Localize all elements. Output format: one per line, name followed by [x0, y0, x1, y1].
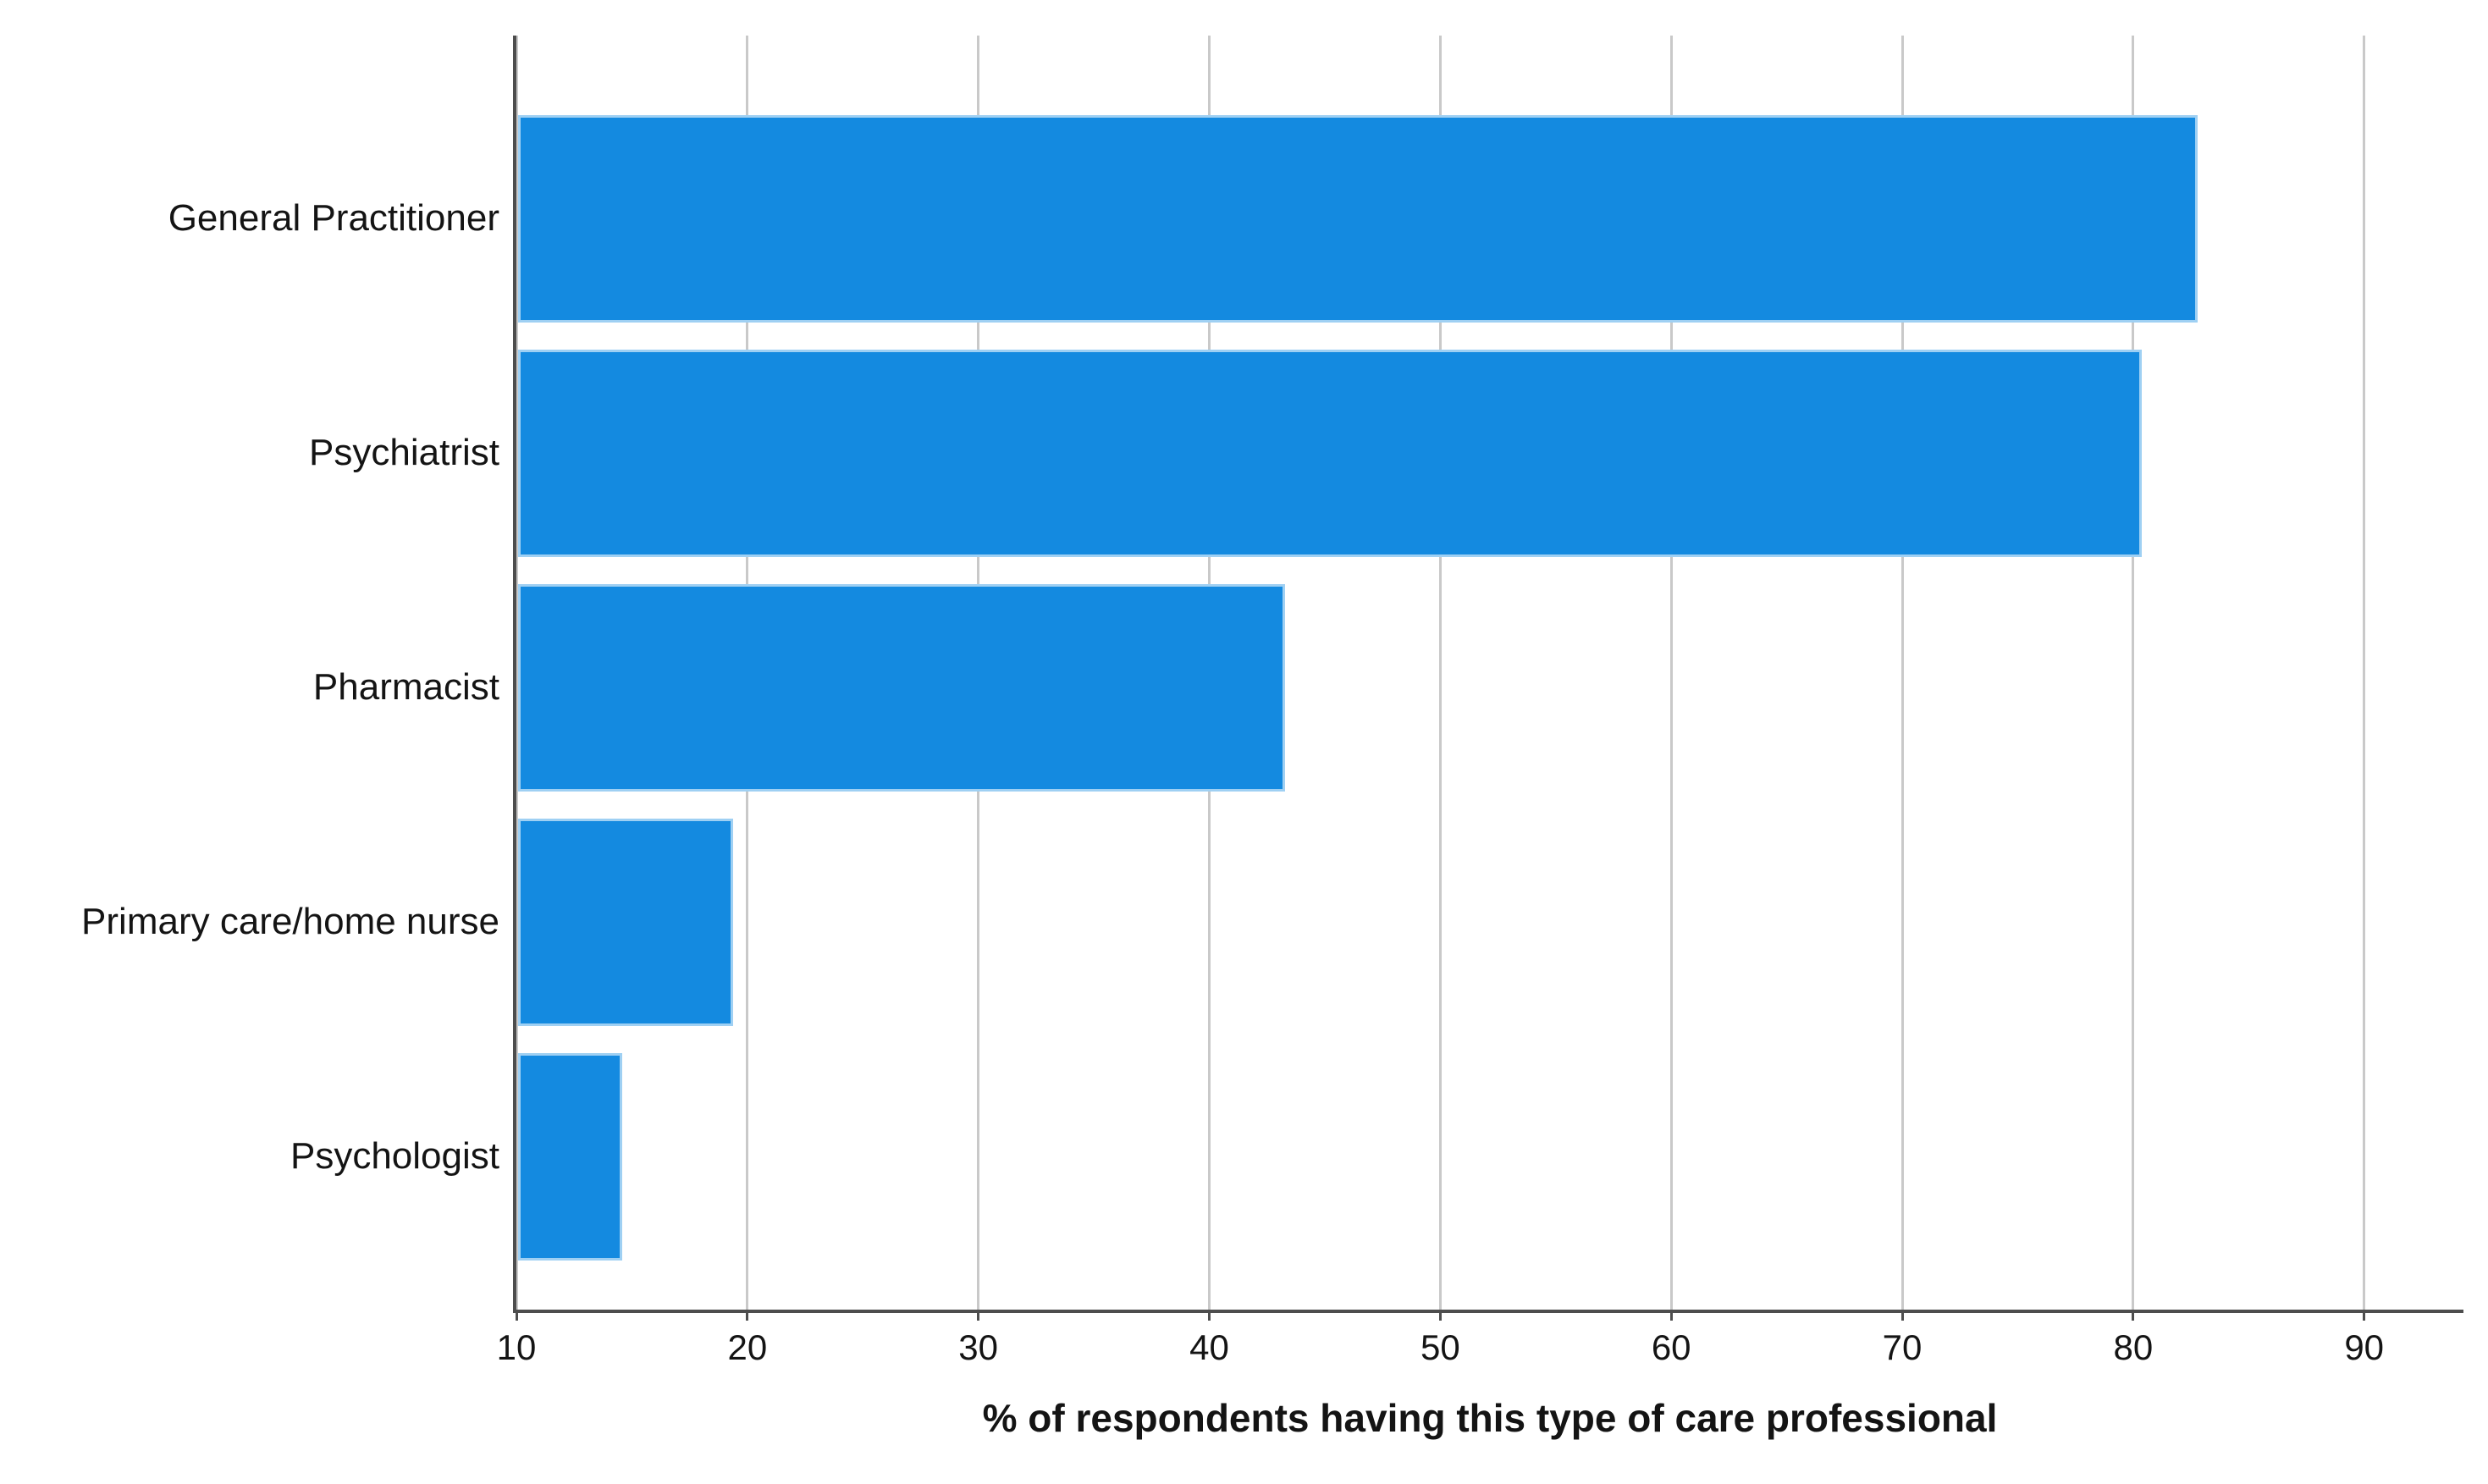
x-axis-title: % of respondents having this type of car… — [982, 1396, 1998, 1440]
x-tick-label: 50 — [1420, 1327, 1460, 1367]
category-label: Primary care/home nurse — [81, 901, 499, 942]
x-axis-tick — [1208, 1313, 1211, 1321]
x-tick-label: 90 — [2344, 1327, 2385, 1367]
x-axis-tick — [2363, 1313, 2366, 1321]
x-axis-tick — [1900, 1313, 1904, 1321]
category-label: Psychiatrist — [309, 432, 499, 473]
x-tick-label: 80 — [2113, 1327, 2154, 1367]
category-label: General Practitioner — [168, 197, 499, 239]
gridline — [2363, 36, 2366, 1310]
x-axis-tick — [515, 1313, 518, 1321]
bar — [518, 349, 2143, 557]
gridline — [1438, 36, 1442, 1310]
plot-area — [515, 36, 2463, 1310]
gridline — [1669, 36, 1673, 1310]
x-tick-label: 20 — [727, 1327, 768, 1367]
x-tick-label: 60 — [1651, 1327, 1691, 1367]
y-axis-line — [513, 36, 516, 1313]
bar — [518, 583, 1285, 792]
gridline — [1900, 36, 1904, 1310]
x-axis-tick — [977, 1313, 980, 1321]
x-tick-label: 30 — [958, 1327, 999, 1367]
bar — [518, 1052, 622, 1261]
x-axis-tick — [2132, 1313, 2135, 1321]
x-tick-label: 70 — [1882, 1327, 1923, 1367]
bar — [518, 114, 2198, 323]
category-label: Pharmacist — [312, 666, 499, 708]
x-axis-tick — [1438, 1313, 1442, 1321]
x-tick-label: 10 — [496, 1327, 537, 1367]
gridline — [2132, 36, 2135, 1310]
x-tick-label: 40 — [1189, 1327, 1229, 1367]
x-axis-tick — [746, 1313, 749, 1321]
x-axis-line — [513, 1310, 2463, 1313]
category-label: Psychologist — [290, 1135, 499, 1177]
gridline — [515, 36, 518, 1310]
x-axis-tick — [1669, 1313, 1673, 1321]
bar — [518, 818, 733, 1026]
